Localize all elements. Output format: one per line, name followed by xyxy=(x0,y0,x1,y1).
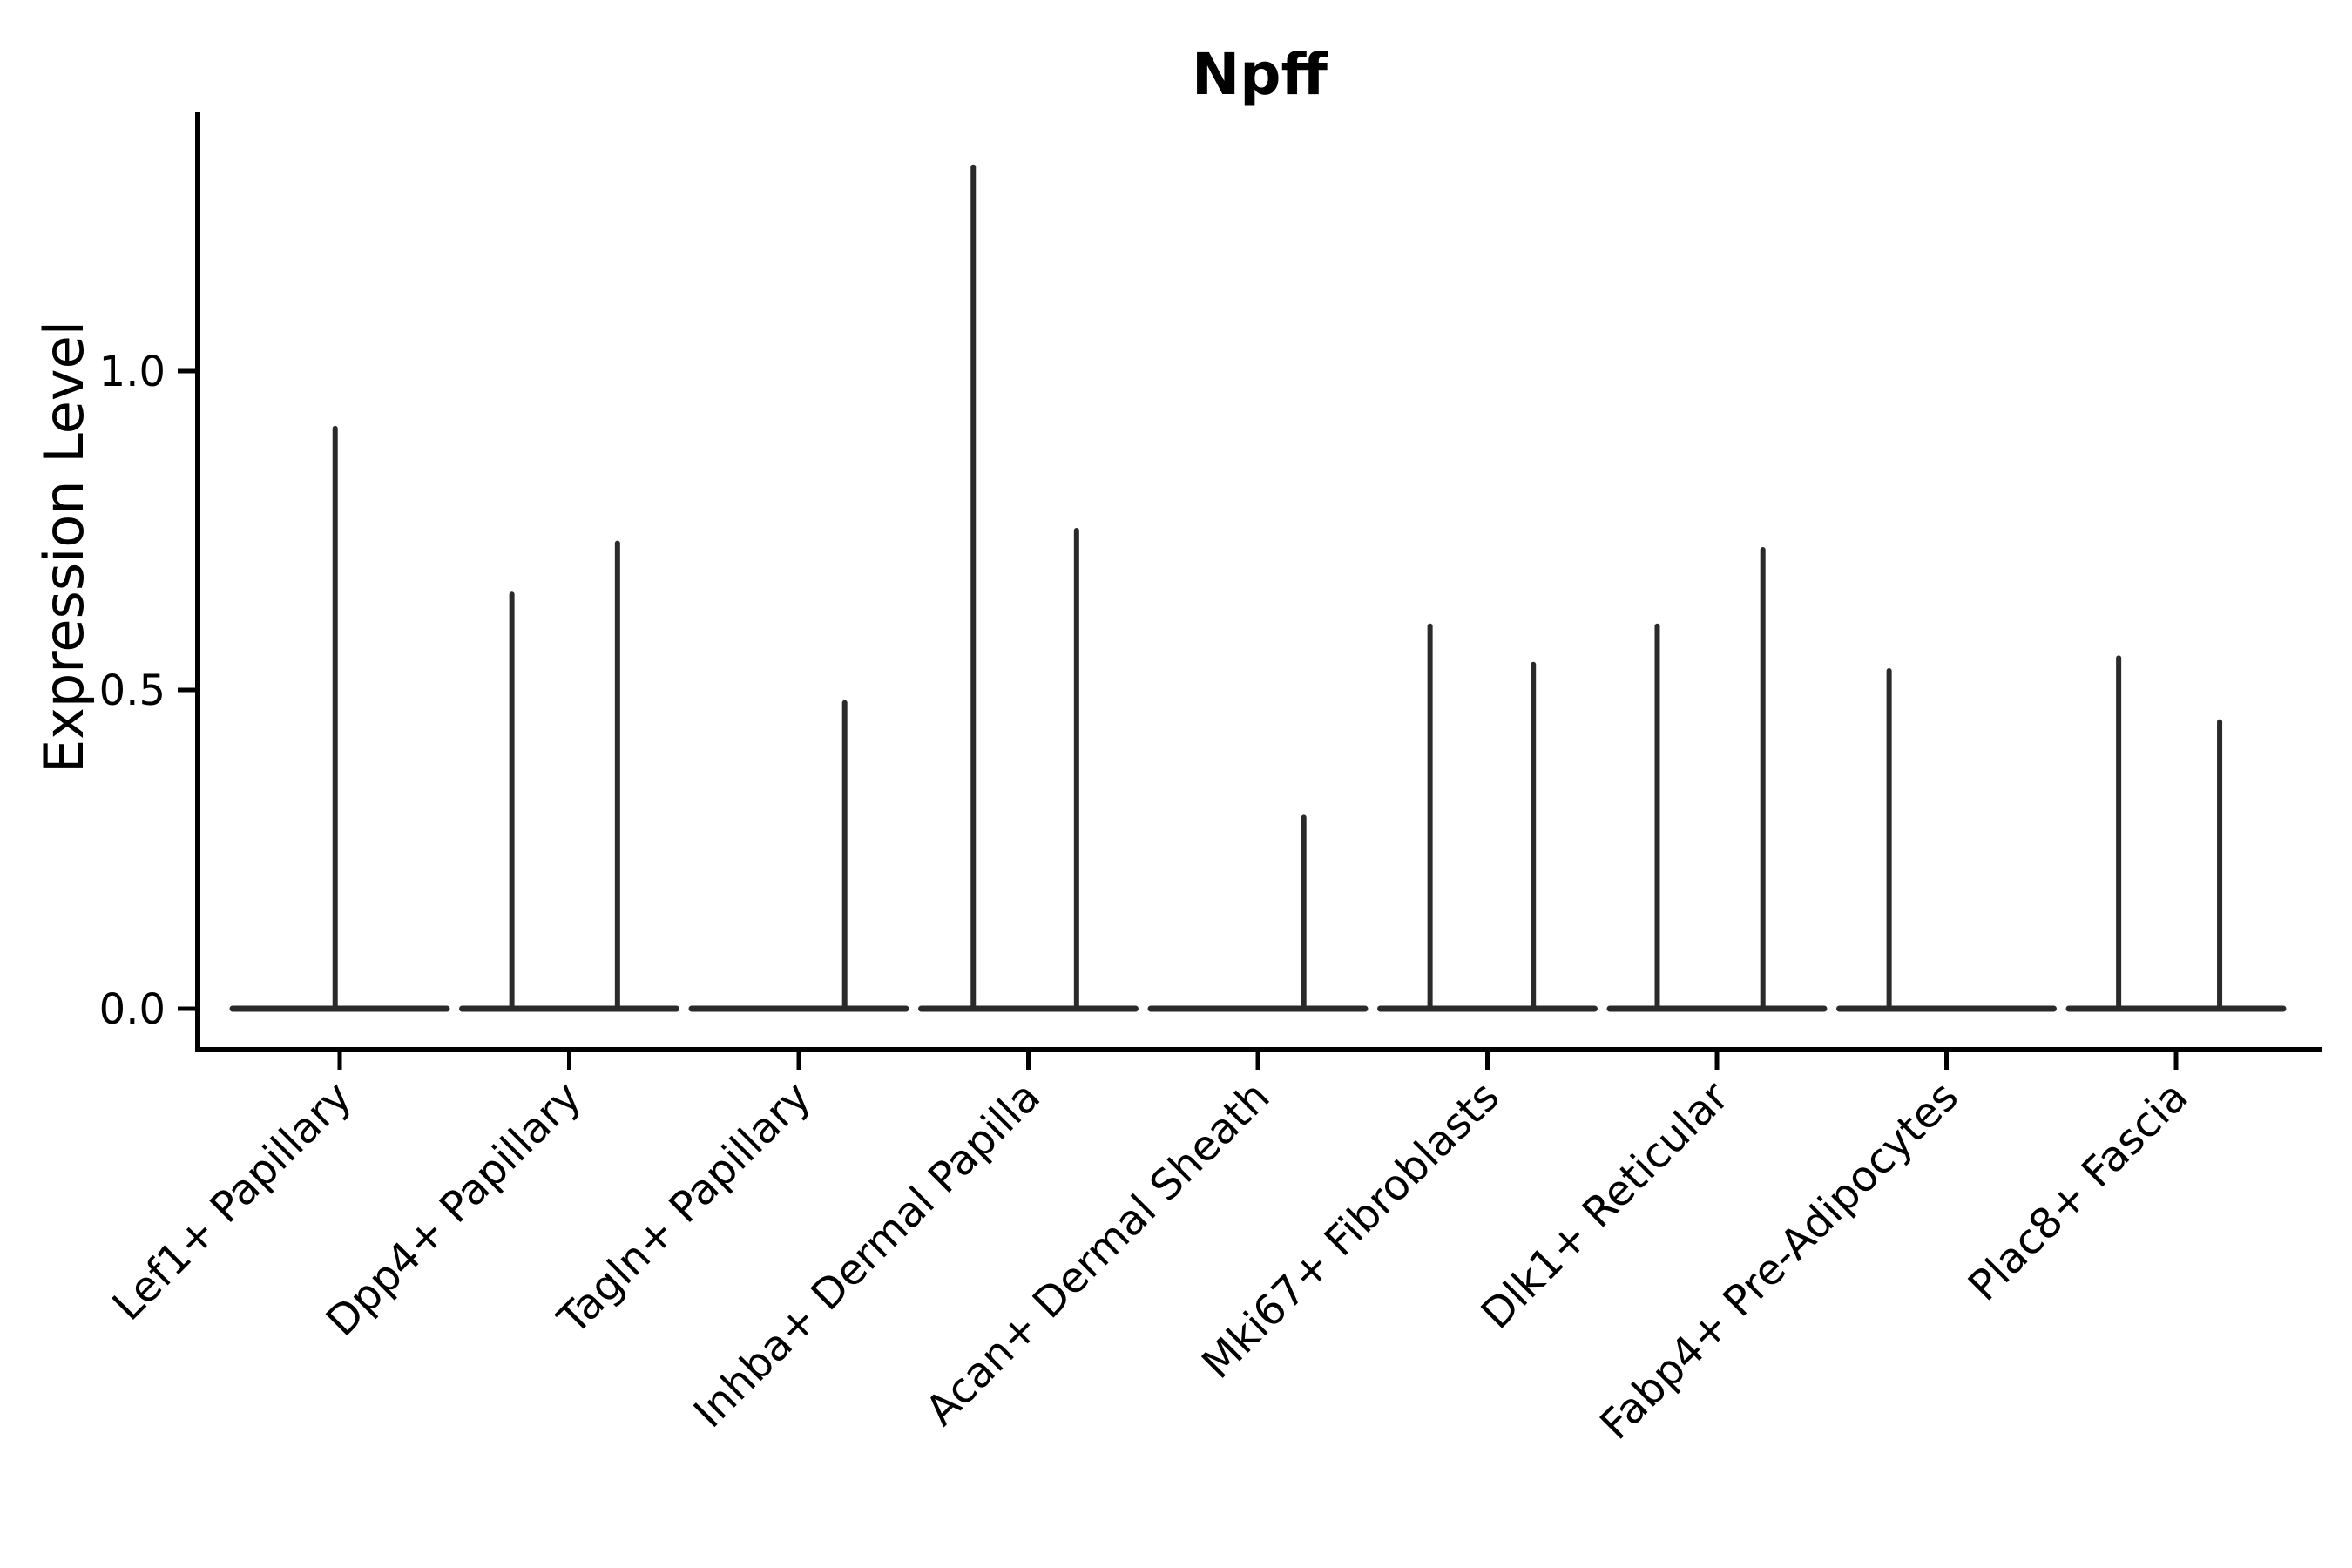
x-tick-label: Dlk1+ Reticular xyxy=(1472,1072,1739,1339)
y-tick-label: 0.0 xyxy=(99,985,166,1034)
y-axis-ticks: 0.0 0.5 1.0 xyxy=(99,348,198,1034)
y-tick-label: 1.0 xyxy=(99,348,166,396)
y-axis-label: Expression Level xyxy=(32,321,96,774)
x-tick-label: Tagln+ Papillary xyxy=(548,1072,820,1344)
x-tick-label: Lef1+ Papillary xyxy=(104,1072,362,1330)
x-tick-label: Plac8+ Fascia xyxy=(1959,1072,2198,1311)
y-tick-label: 0.5 xyxy=(99,666,166,715)
x-tick-label: Dpp4+ Papillary xyxy=(317,1072,591,1346)
chart-title: Npff xyxy=(1192,41,1328,108)
violins xyxy=(229,164,2287,1012)
